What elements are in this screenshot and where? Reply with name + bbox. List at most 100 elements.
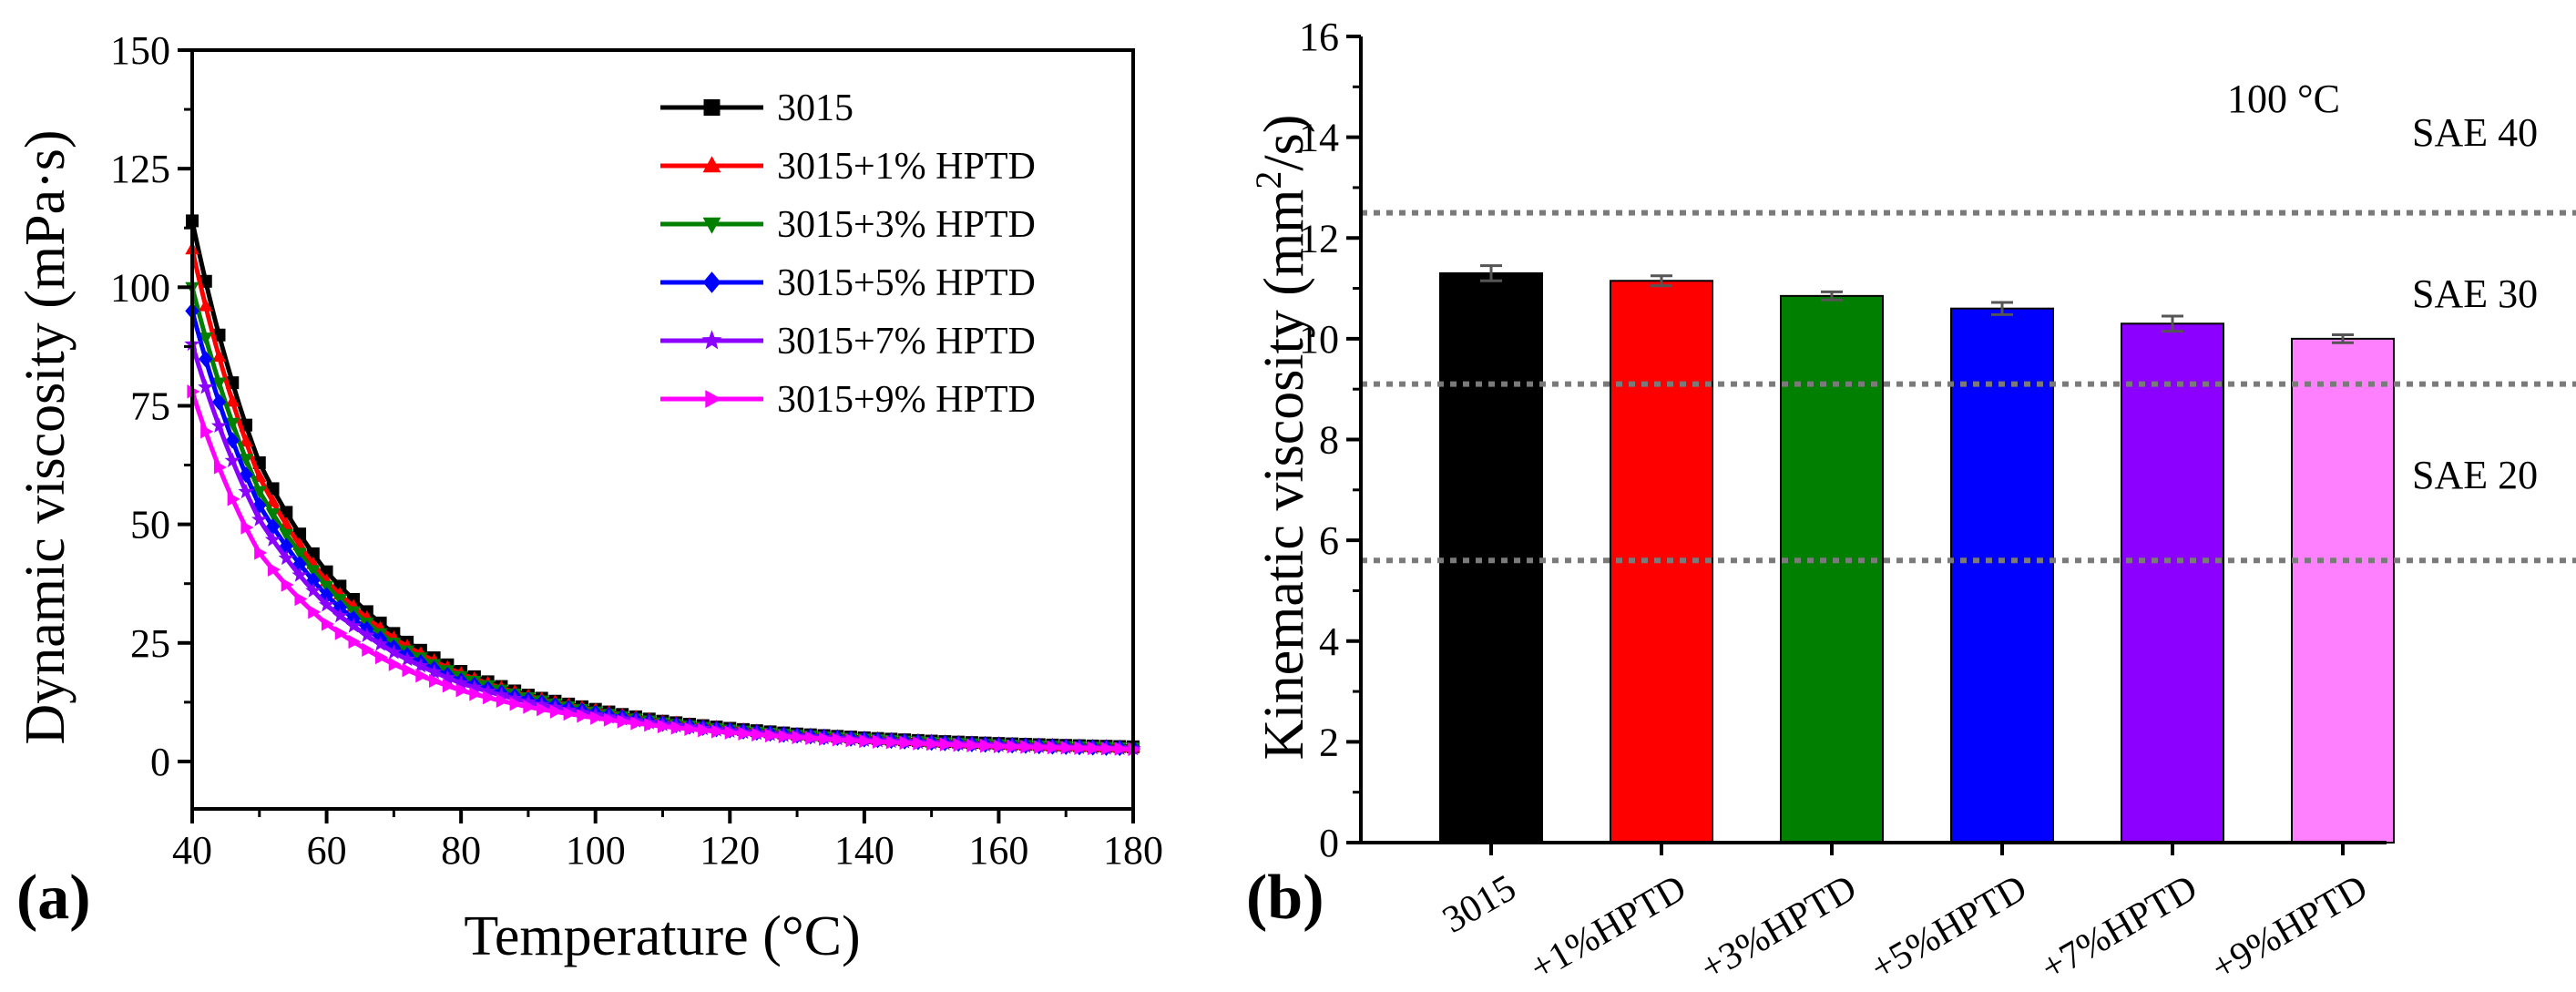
panel-a-series-marker: [549, 704, 563, 719]
panel-a-series-marker: [1034, 740, 1048, 754]
panel-a-x-tick-label: 60: [307, 828, 347, 873]
panel-a-series-marker: [818, 731, 832, 746]
panel-a-series-marker: [509, 697, 523, 711]
panel-a-series-marker: [211, 349, 227, 363]
panel-a-series-marker: [698, 722, 711, 738]
panel-a-x-tick-label: 160: [968, 828, 1028, 873]
panel-a-series-marker: [603, 712, 617, 727]
panel-a-legend-swatch-marker: [702, 156, 721, 173]
panel-a-series-marker: [225, 417, 240, 431]
panel-a-series-marker: [224, 452, 240, 467]
panel-b-y-tick-label: 6: [1319, 518, 1339, 563]
panel-a-series-marker: [402, 662, 415, 678]
panel-a-series-marker: [359, 627, 375, 642]
panel-a-series-marker: [563, 706, 577, 721]
panel-a-series-marker: [199, 351, 213, 368]
panel-a-series-marker: [1047, 740, 1060, 755]
panel-b-y-tick-label: 8: [1319, 418, 1339, 463]
panel-b-category-label: +7%HPTD: [2034, 867, 2204, 990]
panel-a-series-marker: [264, 531, 281, 547]
panel-a-series-marker: [455, 683, 469, 698]
panel-a-series-marker: [534, 696, 550, 712]
panel-a-series-marker: [1020, 740, 1034, 754]
panel-a-series-marker: [657, 719, 670, 734]
panel-a-series-marker: [832, 732, 845, 747]
panel-a-series-marker: [590, 711, 604, 725]
panel-a-series-marker: [199, 298, 213, 312]
panel-a-x-tick-label: 100: [566, 828, 626, 873]
panel-a-legend-label: 3015+1% HPTD: [777, 146, 1036, 188]
panel-a-series-marker: [547, 699, 564, 715]
panel-a-series-marker: [254, 546, 268, 560]
panel-a-series-marker: [980, 739, 994, 753]
panel-a-series-marker: [1114, 741, 1128, 756]
panel-a-x-axis-title: Temperature (°C): [464, 905, 860, 967]
panel-a-series-marker: [308, 605, 322, 619]
panel-b-y-axis-title-main: Kinematic viscosity (mm: [1253, 189, 1315, 761]
panel-a-series-marker: [199, 332, 213, 346]
panel-a-legend-swatch-marker: [702, 271, 721, 293]
panel-b-category-label: +9%HPTD: [2204, 867, 2375, 990]
panel-a-series-marker: [305, 582, 322, 598]
panel-a-series-marker: [238, 483, 254, 499]
panel-a-series-marker: [953, 738, 966, 752]
panel-b-y-tick-label: 12: [1299, 216, 1339, 261]
panel-a-series-marker: [466, 679, 483, 694]
panel-b-y-axis-title: Kinematic viscosity (mm2/s): [1248, 115, 1315, 761]
panel-a-series-marker: [292, 556, 307, 573]
panel-a-series-marker: [939, 737, 953, 752]
panel-b-y-tick-label: 4: [1319, 619, 1339, 664]
panel-a-series-marker: [845, 733, 859, 748]
panel-a-series-marker: [306, 565, 321, 578]
panel-b-zone-label: SAE 30: [2412, 271, 2538, 316]
panel-b-bar: [1950, 307, 2054, 844]
panel-a-series-marker: [926, 736, 940, 752]
panel-a-series-marker: [630, 716, 644, 731]
panel-a-series-marker: [644, 717, 658, 732]
panel-a-series-marker: [332, 608, 348, 623]
panel-a-series-marker: [426, 663, 443, 680]
panel-a-label: (a): [16, 863, 91, 933]
panel-a-series-line: [189, 391, 1134, 752]
panel-a-series-marker: [375, 649, 388, 665]
panel-a-series-marker: [537, 701, 550, 717]
panel-a-series-marker: [670, 721, 684, 735]
panel-a-legend-label: 3015+9% HPTD: [777, 379, 1036, 421]
panel-b-y-axis-title-tail: /s): [1253, 115, 1315, 171]
panel-a-y-axis-title: Dynamic viscosity (mPa·s): [15, 129, 77, 744]
panel-a-x-tick-label: 40: [172, 828, 212, 873]
panel-a-series-marker: [873, 734, 886, 749]
panel-a-series-marker: [506, 690, 523, 706]
panel-a-series-marker: [577, 709, 590, 723]
panel-a-series-marker: [1088, 741, 1101, 756]
panel-a-series-marker: [239, 466, 253, 484]
panel-a-series-marker: [211, 377, 227, 391]
panel-a-legend: 3015 3015+1% HPTD 3015+3% HPTD 3015+5% HPTD…: [660, 87, 1036, 421]
panel-a-series-marker: [617, 714, 630, 729]
panel-a-series-marker: [240, 520, 254, 535]
panel-a-legend-label: 3015+5% HPTD: [777, 262, 1036, 304]
panel-a-series-marker: [413, 658, 429, 673]
panel-b-bar: [2291, 337, 2395, 844]
panel-a-series-marker: [345, 618, 362, 633]
panel-b-y-tick-label: 10: [1299, 317, 1339, 362]
panel-a-series-marker: [885, 735, 899, 750]
panel-a-series-marker: [225, 394, 240, 407]
panel-a-series-marker: [520, 693, 537, 710]
panel-a-series-marker: [469, 687, 483, 701]
panel-a-x-tick-label: 80: [441, 828, 481, 873]
panel-a-series-marker: [778, 729, 792, 744]
panel-b-y-tick-label: 0: [1319, 821, 1339, 865]
panel-a-series-marker: [792, 730, 805, 745]
panel-a-series-marker: [523, 700, 537, 714]
panel-b-temperature-annotation: 100 °C: [2227, 77, 2340, 121]
panel-a-series-marker: [1100, 741, 1114, 756]
panel-a-series-marker: [267, 562, 281, 577]
panel-a-series-marker: [281, 578, 294, 592]
panel-a-legend-swatch-marker: [705, 390, 722, 408]
panel-a-series-marker: [278, 549, 294, 566]
panel-a-series-marker: [291, 567, 308, 582]
panel-b-category-label: +1%HPTD: [1523, 867, 1693, 990]
panel-a-series-marker: [805, 731, 819, 745]
panel-a-y-tick-label: 75: [130, 384, 170, 428]
